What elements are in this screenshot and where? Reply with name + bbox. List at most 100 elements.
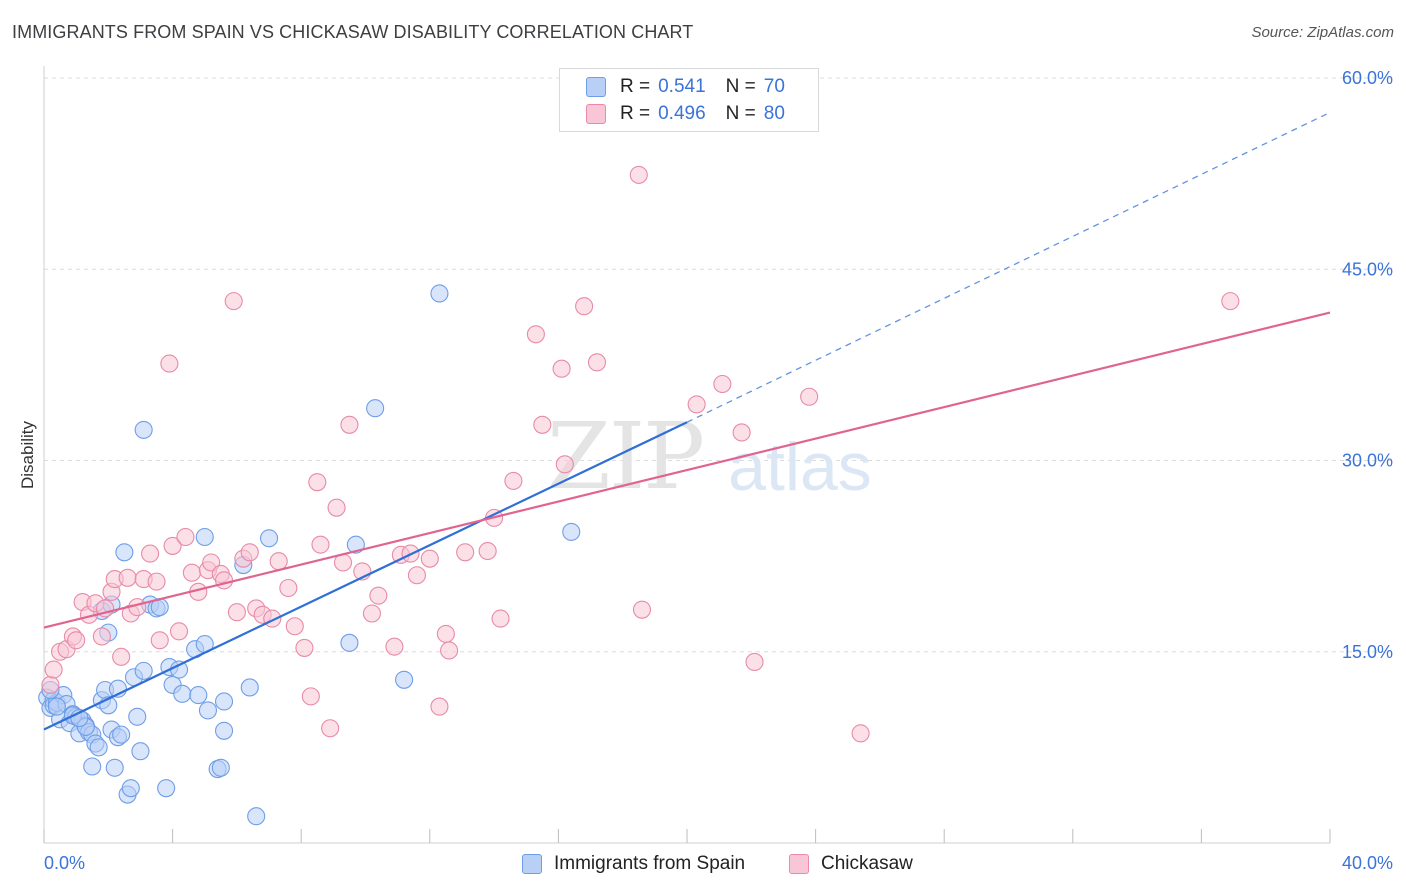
- legend-row-chickasaw: R = 0.496 N = 80: [586, 102, 785, 126]
- point-spain: [83, 757, 102, 776]
- point-chickasaw: [163, 536, 182, 555]
- point-chickasaw: [118, 568, 137, 587]
- x-tick-label: 40.0%: [1342, 853, 1393, 873]
- point-chickasaw: [67, 631, 86, 650]
- chart-source: Source: ZipAtlas.com: [1251, 24, 1394, 41]
- point-chickasaw: [169, 622, 189, 641]
- point-chickasaw: [478, 541, 497, 561]
- trend-line-spain-extension: [686, 111, 1331, 423]
- point-chickasaw: [800, 387, 819, 406]
- bottom-legend-swatch-spain: [522, 854, 542, 874]
- legend-n-value: 70: [763, 76, 785, 97]
- point-spain: [259, 529, 279, 548]
- point-spain: [346, 535, 365, 554]
- point-chickasaw: [227, 603, 246, 622]
- point-chickasaw: [687, 395, 706, 414]
- point-chickasaw: [555, 455, 574, 474]
- point-chickasaw: [385, 637, 404, 656]
- point-chickasaw: [321, 719, 340, 738]
- point-chickasaw: [491, 609, 510, 628]
- point-chickasaw: [407, 566, 426, 585]
- trend-line-chickasaw: [43, 311, 1331, 629]
- trend-line-spain: [43, 421, 688, 731]
- point-spain: [240, 678, 259, 697]
- point-chickasaw: [147, 572, 166, 591]
- point-chickasaw: [92, 627, 111, 646]
- point-chickasaw: [41, 675, 60, 694]
- point-chickasaw: [240, 543, 259, 562]
- point-chickasaw: [713, 374, 732, 394]
- point-chickasaw: [308, 473, 327, 492]
- point-spain: [198, 701, 218, 720]
- point-spain: [195, 527, 214, 547]
- bottom-legend-label-chickasaw: Chickasaw: [821, 853, 913, 874]
- legend-r-label: R =: [620, 76, 651, 97]
- point-chickasaw: [224, 292, 243, 311]
- point-chickasaw: [160, 354, 179, 373]
- grid-lines: [44, 77, 1392, 653]
- legend-n-label: N =: [725, 103, 756, 124]
- point-chickasaw: [311, 535, 330, 554]
- point-chickasaw: [112, 647, 131, 666]
- point-spain: [430, 284, 449, 303]
- point-spain: [562, 522, 581, 541]
- legend-n-value: 80: [763, 103, 785, 124]
- x-tick-labels: 0.0% 40.0%: [44, 853, 1393, 873]
- point-chickasaw: [279, 578, 298, 598]
- point-chickasaw: [182, 563, 201, 582]
- point-chickasaw: [440, 641, 459, 660]
- point-chickasaw: [526, 325, 545, 344]
- y-tick-label: 15.0%: [1342, 642, 1393, 662]
- point-spain: [134, 661, 153, 680]
- data-points: [38, 165, 1240, 826]
- point-chickasaw: [362, 604, 381, 623]
- point-spain: [121, 779, 140, 798]
- legend-r-label: R =: [620, 103, 651, 124]
- point-spain: [128, 707, 147, 726]
- legend-n-label: N =: [725, 76, 756, 97]
- point-spain: [112, 725, 131, 744]
- point-spain: [131, 742, 150, 761]
- point-spain: [366, 399, 385, 418]
- point-chickasaw: [851, 724, 870, 743]
- point-chickasaw: [340, 415, 359, 434]
- point-chickasaw: [732, 423, 751, 442]
- point-spain: [189, 686, 208, 705]
- point-chickasaw: [533, 415, 552, 434]
- point-chickasaw: [430, 697, 449, 716]
- y-tick-label: 60.0%: [1342, 68, 1393, 88]
- trend-lines: [43, 111, 1331, 731]
- point-chickasaw: [552, 359, 571, 378]
- point-spain: [173, 684, 192, 703]
- point-chickasaw: [1221, 292, 1240, 311]
- point-spain: [169, 660, 189, 679]
- watermark: ZIP atlas: [547, 403, 872, 510]
- point-chickasaw: [301, 687, 320, 706]
- y-tick-labels: 15.0% 30.0% 45.0% 60.0%: [1342, 68, 1393, 662]
- bottom-legend-swatch-chickasaw: [789, 854, 809, 874]
- point-chickasaw: [575, 297, 594, 316]
- legend-r-value: 0.541: [658, 76, 706, 97]
- point-spain: [115, 543, 134, 562]
- point-chickasaw: [420, 549, 439, 568]
- point-chickasaw: [436, 624, 455, 643]
- point-spain: [211, 758, 230, 777]
- legend-r-value: 0.496: [658, 103, 706, 124]
- point-chickasaw: [269, 552, 288, 571]
- point-spain: [157, 779, 176, 798]
- point-spain: [89, 738, 108, 757]
- point-spain: [395, 670, 414, 689]
- y-tick-label: 45.0%: [1342, 259, 1393, 279]
- watermark-zip: ZIP: [547, 403, 703, 510]
- point-chickasaw: [504, 471, 523, 490]
- bottom-legend-label-spain: Immigrants from Spain: [554, 853, 746, 874]
- point-spain: [214, 721, 234, 740]
- point-chickasaw: [176, 527, 195, 547]
- point-spain: [340, 633, 359, 652]
- point-chickasaw: [629, 165, 648, 184]
- x-tick-label: 0.0%: [44, 853, 85, 873]
- point-spain: [134, 420, 153, 439]
- y-tick-label: 30.0%: [1342, 451, 1393, 471]
- point-spain: [247, 807, 266, 826]
